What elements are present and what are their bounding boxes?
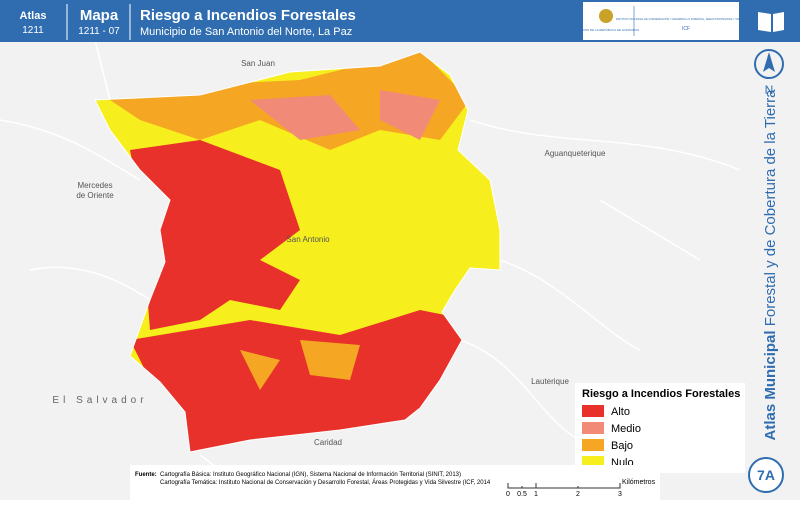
place-label: Lauterique <box>531 377 569 386</box>
north-arrow <box>763 52 775 72</box>
scale-unit: Kilómetros <box>622 479 656 486</box>
logo-text: GOBIERNO DE LA REPÚBLICA DE HONDURAS <box>573 27 639 32</box>
place-label: Mercedes <box>77 181 112 190</box>
scale-box <box>490 465 660 500</box>
zone-alto <box>130 310 470 452</box>
scale-ticks: 0 0.5 1 2 3 <box>506 491 622 498</box>
title: Riesgo a Incendios Forestales <box>140 7 356 24</box>
side-title-rest: Forestal y de Cobertura de la Tierra <box>762 89 779 326</box>
plate-label: 7A <box>757 467 775 483</box>
book-icon <box>758 12 784 32</box>
logo-emblem <box>599 9 613 23</box>
map-code: 1211 - 07 <box>78 26 120 37</box>
scale-bar <box>507 483 621 489</box>
map-label: Mapa <box>80 7 119 24</box>
legend-label: Alto <box>611 406 630 418</box>
legend-title: Riesgo a Incendios Forestales <box>582 388 740 400</box>
place-label: Aguanqueterique <box>545 149 606 158</box>
north-label: N <box>765 83 774 97</box>
legend-label: Medio <box>611 423 641 435</box>
place-label: San Juan <box>241 59 275 68</box>
place-label: de Oriente <box>76 191 114 200</box>
scale-tick-label: 1 <box>534 491 538 498</box>
legend-swatch <box>582 439 604 451</box>
atlas-code: 1211 <box>22 25 44 36</box>
zone-nulo <box>340 170 440 250</box>
legend-swatch <box>582 405 604 417</box>
side-title-bold: Atlas Municipal <box>762 330 779 440</box>
north-circle <box>754 49 784 79</box>
source-box <box>130 465 490 500</box>
book-box <box>748 2 796 40</box>
logo-text: INSTITUTO NACIONAL DE CONSERVACIÓN Y DES… <box>616 16 756 21</box>
side-title: Atlas Municipal Forestal y de Cobertura … <box>762 89 779 441</box>
scale-tick-label: 0 <box>506 491 510 498</box>
source-line: Cartografía Temática: Instituto Nacional… <box>160 479 492 486</box>
zone-bajo <box>240 340 360 390</box>
municipality-border <box>94 51 501 453</box>
subtitle: Municipio de San Antonio del Norte, La P… <box>140 26 352 38</box>
logo-acronym: ICF <box>682 26 690 32</box>
place-label: Caridad <box>314 438 342 447</box>
zone-alto <box>130 140 300 330</box>
plate-circle <box>748 457 784 493</box>
scale-tick-label: 3 <box>618 491 622 498</box>
legend-swatch <box>582 422 604 434</box>
atlas-label: Atlas <box>20 10 47 22</box>
country-label: El Salvador <box>52 395 147 406</box>
scale-tick-label: 0.5 <box>517 491 527 498</box>
legend-label: Bajo <box>611 440 633 452</box>
zone-medio <box>250 90 440 140</box>
place-label: San Antonio <box>286 235 330 244</box>
source-label: Fuente: <box>135 472 157 478</box>
scale-tick-label: 2 <box>576 491 580 498</box>
source-line: Cartografía Básica: Instituto Geográfico… <box>160 472 461 478</box>
